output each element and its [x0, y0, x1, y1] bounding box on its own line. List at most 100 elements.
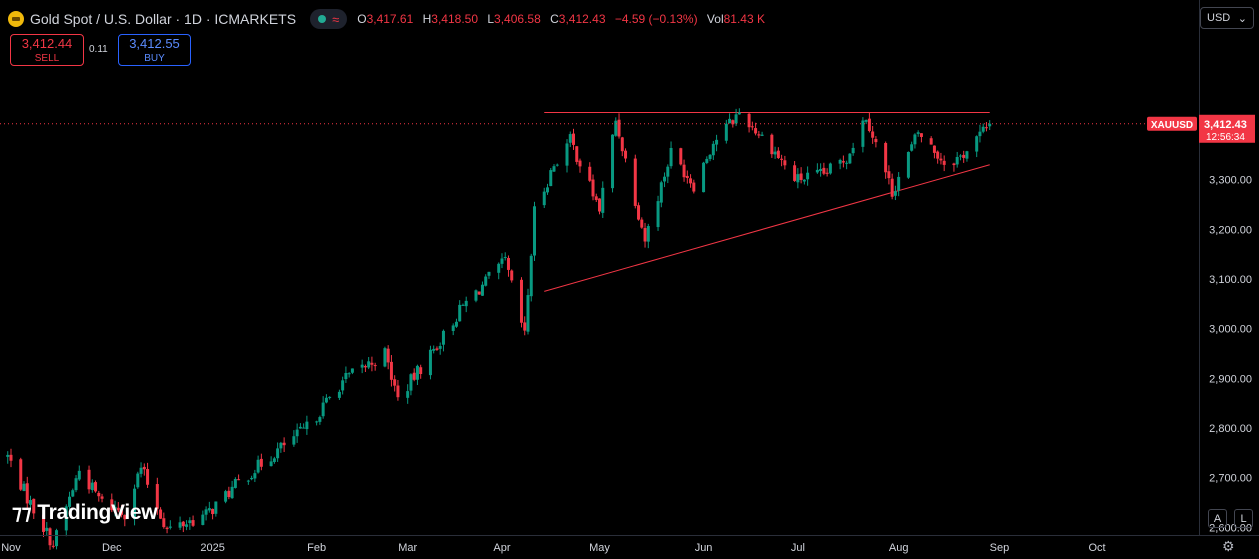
candle	[624, 148, 628, 163]
candle	[155, 477, 159, 515]
candle	[168, 520, 172, 530]
x-tick-label: Nov	[1, 542, 21, 554]
candle	[373, 362, 377, 371]
candle-body	[643, 228, 647, 242]
candle	[760, 131, 764, 137]
candle	[637, 202, 641, 221]
candle	[864, 119, 868, 125]
candle-body	[415, 365, 419, 380]
buy-button[interactable]: 3,412.55 BUY	[118, 34, 191, 66]
x-tick-label: Apr	[493, 542, 510, 554]
trendline-support	[544, 164, 990, 292]
candle	[146, 462, 150, 488]
log-scale-button[interactable]: L	[1234, 509, 1253, 528]
candle	[113, 500, 117, 517]
candle	[793, 161, 797, 182]
symbol-title[interactable]: Gold Spot / U.S. Dollar · 1D · ICMARKETS	[30, 11, 297, 27]
candle	[415, 364, 419, 386]
candle	[555, 163, 559, 167]
candle	[233, 477, 237, 489]
candle	[341, 376, 345, 395]
candle	[451, 323, 455, 336]
candle	[919, 133, 923, 143]
candle	[396, 380, 400, 401]
candle-body	[542, 191, 546, 206]
candle	[825, 168, 829, 177]
candle-body	[975, 136, 979, 152]
candle-body	[679, 148, 683, 165]
candle	[19, 457, 23, 492]
sell-price: 3,412.44	[21, 36, 73, 51]
candle-body	[874, 138, 878, 143]
candle-body	[191, 520, 195, 526]
candle-body	[6, 454, 10, 457]
candle	[259, 453, 263, 471]
candle	[565, 139, 569, 173]
candle-body	[594, 196, 598, 200]
candle	[666, 164, 670, 184]
candle	[913, 133, 917, 149]
auto-scale-button[interactable]: A	[1208, 509, 1227, 528]
candle	[178, 516, 182, 531]
candle	[461, 303, 465, 306]
x-tick-label: Jun	[695, 542, 713, 554]
candle	[383, 346, 387, 368]
candle-body	[32, 498, 36, 514]
candle-body	[389, 361, 393, 380]
candle	[910, 141, 914, 152]
candle	[611, 134, 615, 193]
candle	[477, 291, 481, 295]
candle-body	[815, 169, 819, 173]
symbol-tag-label: XAUUSD	[1151, 120, 1193, 131]
candle-body	[337, 391, 341, 398]
candle-body	[806, 172, 810, 180]
settings-gear-icon[interactable]: ⚙	[1222, 538, 1235, 554]
symbol-logo-icon	[8, 11, 24, 27]
y-tick-label: 3,200.00	[1209, 224, 1252, 236]
candle-body	[305, 421, 309, 430]
candle	[188, 517, 192, 530]
candle-body	[393, 379, 397, 386]
candle-body	[659, 182, 663, 203]
candle-body	[825, 172, 829, 174]
candle	[211, 508, 215, 520]
sell-button[interactable]: 3,412.44 SELL	[10, 34, 84, 66]
candle	[819, 163, 823, 177]
candle-body	[871, 131, 875, 138]
candle	[432, 345, 436, 354]
candle-body	[25, 483, 29, 504]
candle-body	[224, 491, 228, 502]
candle	[526, 288, 530, 335]
candle	[828, 162, 832, 175]
candle-body	[845, 162, 849, 164]
candle	[328, 396, 332, 400]
candle-body	[204, 509, 208, 515]
candle	[253, 469, 257, 483]
chart-header: Gold Spot / U.S. Dollar · 1D · ICMARKETS…	[8, 9, 771, 29]
candle	[487, 271, 491, 279]
candle-body	[51, 545, 55, 547]
candle-body	[259, 458, 263, 467]
candle-body	[519, 279, 523, 323]
candle-body	[936, 151, 940, 159]
market-status-pill[interactable]: ≈	[310, 9, 348, 29]
candle-body	[428, 349, 432, 376]
candle	[360, 359, 364, 374]
candle	[893, 185, 897, 201]
candle-body	[637, 205, 641, 220]
candle-body	[526, 295, 530, 332]
candle-body	[893, 191, 897, 196]
candle	[614, 117, 618, 137]
candle	[250, 475, 254, 481]
x-tick-label: Oct	[1088, 542, 1105, 554]
candle-body	[666, 166, 670, 177]
candle	[598, 198, 602, 215]
candle-body	[97, 492, 101, 497]
buy-label: BUY	[144, 53, 165, 64]
candle-body	[663, 176, 667, 182]
currency-selector[interactable]: USD ⌄	[1200, 7, 1254, 29]
candle-body	[321, 402, 325, 417]
candle-body	[227, 490, 231, 498]
candle	[747, 112, 751, 133]
